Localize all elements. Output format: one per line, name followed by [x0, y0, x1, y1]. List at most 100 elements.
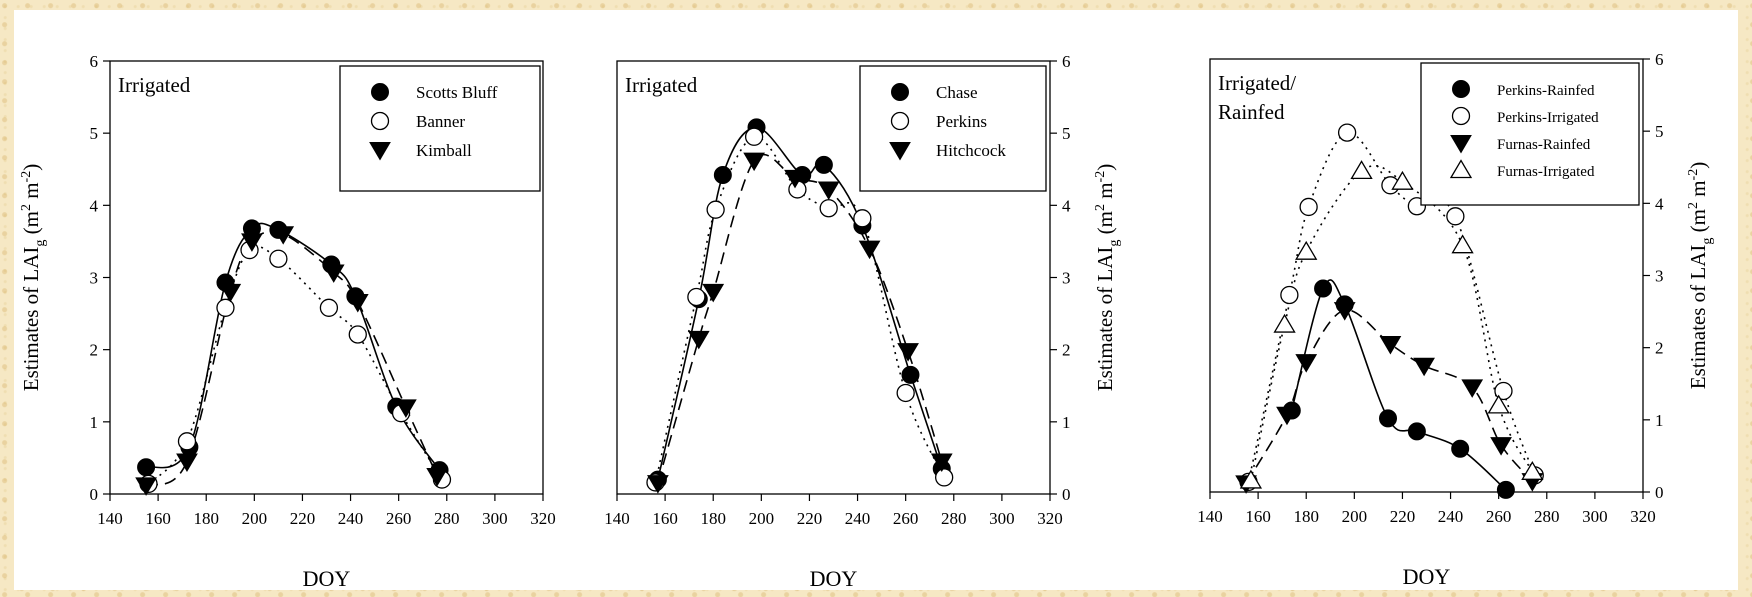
legend-entry-2: Perkins-Irrigated [1497, 110, 1599, 126]
chart-panel-3: 140 160 180 200 220 240 260 280 300 320 0 1 2 3 4 5 6 DOY… [1197, 50, 1715, 589]
data-point-series-3 [1461, 379, 1484, 398]
data-point-series-3 [272, 226, 295, 245]
data-point-series-4 [1521, 461, 1544, 480]
x-tick-label: 140 [97, 509, 123, 528]
data-point-series-3 [1490, 437, 1512, 456]
series-line-3 [145, 230, 438, 487]
x-axis-label: DOY [810, 566, 858, 591]
x-tick-label: 200 [242, 509, 268, 528]
data-point-series-3 [219, 283, 242, 303]
x-axis-label: DOY [303, 566, 351, 591]
data-point-series-3 [647, 475, 669, 494]
data-point-series-2 [1446, 207, 1465, 226]
data-point-series-3 [241, 233, 263, 252]
y-tick-label: 4 [90, 196, 99, 215]
x-tick-label: 280 [1534, 507, 1560, 526]
y-tick-label: 4 [1062, 196, 1071, 215]
x-tick-label: 160 [652, 509, 678, 528]
data-point-series-2 [896, 383, 915, 403]
data-point-series-2 [744, 127, 764, 146]
y-tick-label: 2 [90, 341, 99, 360]
y-tick-label: 6 [90, 52, 99, 71]
data-point-series-2 [319, 298, 339, 317]
data-point-series-4 [1273, 313, 1296, 333]
y-tick-label: 1 [1062, 413, 1071, 432]
data-point-series-2 [687, 287, 706, 307]
x-tick-label: 180 [1293, 507, 1319, 526]
data-point-series-3 [426, 467, 449, 487]
data-point-series-4 [1295, 240, 1318, 260]
data-point-series-3 [135, 477, 157, 496]
y-tick-label: 3 [1655, 267, 1664, 286]
legend-entry-2: Perkins [936, 112, 987, 131]
x-tick-label: 220 [1390, 507, 1416, 526]
data-point-series-3 [1276, 406, 1298, 426]
data-point-series-1 [1379, 409, 1398, 428]
data-point-series-1 [713, 166, 732, 185]
data-point-series-3 [395, 399, 417, 418]
legend-entry-1: Perkins-Rainfed [1497, 83, 1595, 99]
x-tick-label: 200 [1342, 507, 1368, 526]
data-point-series-3 [817, 181, 840, 200]
data-point-series-2 [1337, 123, 1357, 142]
y-tick-label: 0 [90, 485, 99, 504]
y-tick-label: 6 [1655, 50, 1664, 69]
data-point-series-2 [269, 249, 288, 268]
data-point-series-2 [819, 199, 838, 218]
x-tick-label: 300 [1582, 507, 1608, 526]
x-tick-label: 320 [1630, 507, 1656, 526]
y-tick-label: 4 [1655, 194, 1664, 213]
legend-marker-2 [370, 111, 390, 131]
data-point-series-1 [814, 155, 833, 174]
data-point-series-2 [177, 432, 197, 451]
series-line-2 [147, 245, 443, 485]
y-axis-label: Estimates of LAIg (m2 m-2) [1686, 162, 1715, 389]
y-tick-label: 3 [1062, 269, 1071, 288]
legend-entry-3: Furnas-Rainfed [1497, 137, 1591, 153]
x-tick-label: 240 [845, 509, 871, 528]
panel-label: Irrigated [625, 73, 698, 97]
data-point-series-2 [1280, 285, 1299, 305]
y-tick-label: 5 [1062, 124, 1071, 143]
legend-marker-3 [889, 142, 911, 161]
data-point-series-4 [1487, 394, 1510, 414]
legend-box [859, 65, 1047, 192]
x-tick-label: 280 [434, 509, 460, 528]
y-axis-label: Estimates of LAIg (m2 m-2) [19, 164, 48, 391]
series-line-4 [1250, 165, 1534, 481]
x-tick-label: 140 [604, 509, 630, 528]
data-point-series-2 [706, 200, 725, 219]
x-tick-label: 180 [700, 509, 726, 528]
data-point-series-3 [784, 169, 806, 189]
data-point-series-2 [216, 298, 235, 317]
chart-panel-1: 140 160 180 200 220 240 260 280 300 320 0 1 2 3 4 5 6 DOY… [19, 52, 556, 591]
data-point-series-1 [1407, 422, 1426, 441]
panel-label-line2: Rainfed [1218, 100, 1285, 124]
data-point-series-3 [687, 330, 710, 350]
y-tick-label: 1 [1655, 411, 1664, 430]
y-tick-label: 0 [1062, 485, 1071, 504]
data-point-series-1 [1451, 439, 1470, 458]
data-point-series-4 [1451, 234, 1474, 254]
y-tick-label: 2 [1062, 341, 1071, 360]
x-tick-label: 240 [338, 509, 364, 528]
panel-label: Irrigated [118, 73, 191, 97]
data-point-series-3 [702, 283, 725, 303]
x-tick-label: 220 [290, 509, 316, 528]
data-point-series-3 [930, 453, 953, 473]
x-tick-label: 280 [941, 509, 967, 528]
series-line-3 [657, 153, 943, 484]
data-point-series-1 [137, 458, 156, 477]
x-tick-label: 260 [893, 509, 919, 528]
data-point-series-3 [1295, 354, 1318, 373]
data-point-series-4 [1391, 170, 1414, 190]
data-point-series-2 [348, 325, 367, 344]
data-point-series-3 [897, 343, 919, 362]
legend-marker-4 [1449, 159, 1473, 179]
x-tick-label: 220 [797, 509, 823, 528]
x-tick-label: 160 [1245, 507, 1271, 526]
data-point-series-3 [743, 152, 765, 172]
data-point-series-1 [1314, 279, 1333, 298]
x-tick-label: 300 [989, 509, 1015, 528]
